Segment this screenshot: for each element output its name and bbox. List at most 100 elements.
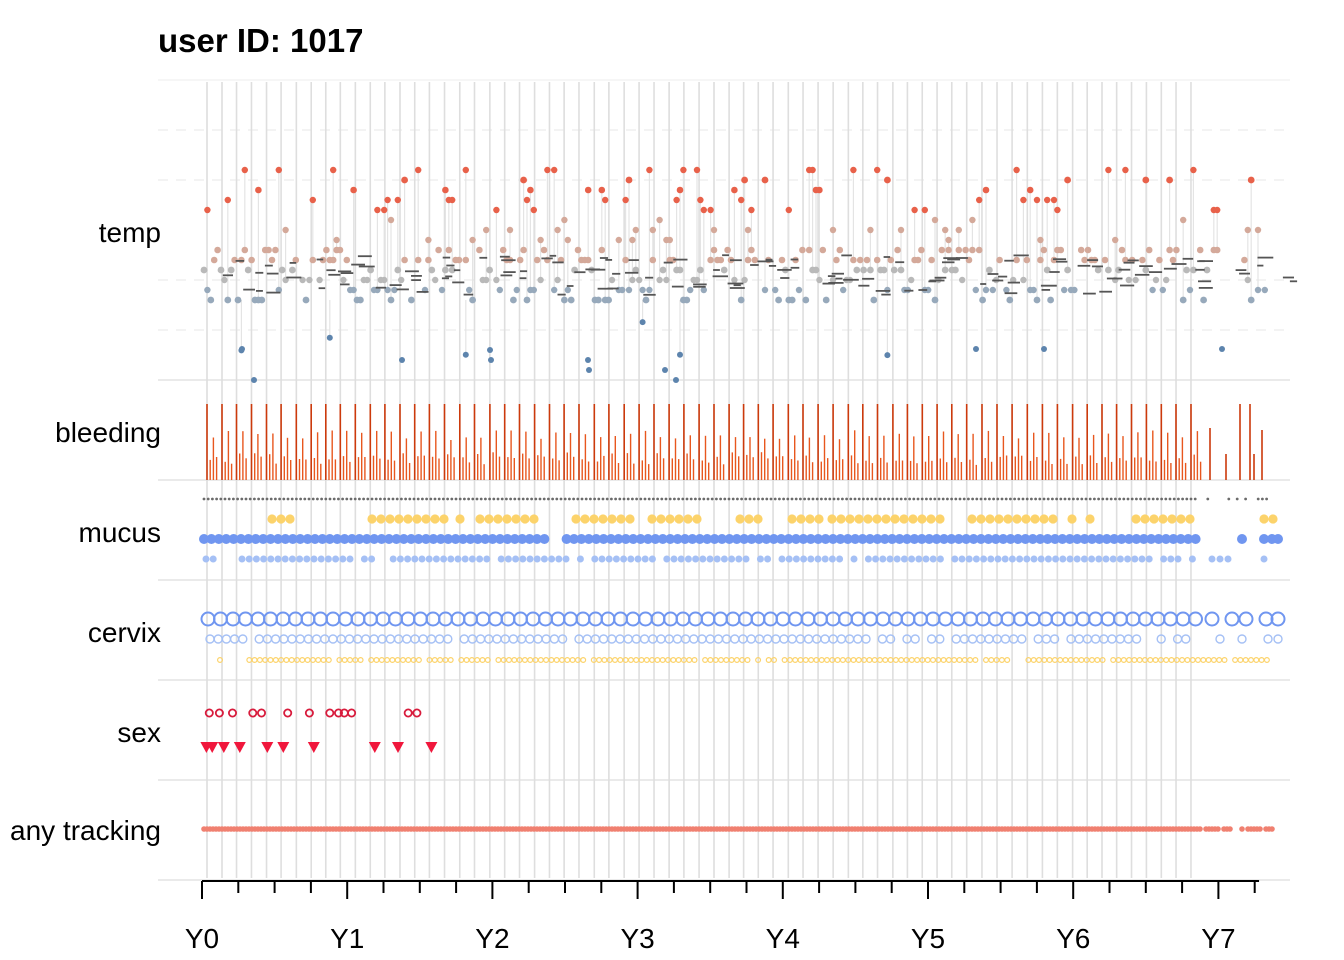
temp-point [778, 256, 786, 264]
temp-point [646, 166, 653, 174]
cervix-closed-point [1035, 656, 1042, 663]
mucus-dry-point [702, 497, 706, 501]
cervix-closed-point [299, 656, 306, 663]
temp-point [1020, 196, 1027, 204]
mucus-sticky-point [605, 555, 613, 563]
mucus-dry-point [601, 497, 605, 501]
row-label: any tracking [10, 815, 161, 846]
mucus-dry-point [622, 497, 626, 501]
mucus-creamy-point [946, 534, 957, 544]
mucus-egg-white-point [511, 514, 521, 524]
temp-point [244, 266, 252, 274]
mucus-dry-point [261, 497, 265, 501]
temp-point [523, 296, 531, 304]
mucus-dry-point [988, 497, 991, 501]
temp-point [1047, 296, 1054, 304]
temp-point [595, 296, 602, 304]
cervix-closed-point [802, 656, 809, 663]
mucus-dry-point [656, 497, 659, 501]
mucus-dry-point [912, 497, 916, 501]
temp-point [720, 266, 728, 274]
cervix-open-point [250, 611, 266, 627]
mucus-dry-point [206, 497, 210, 501]
mucus-dry-point [408, 497, 412, 501]
cervix-closed-point [945, 656, 952, 663]
cervix-mid-point [1041, 634, 1052, 644]
temp-point [516, 256, 524, 264]
mucus-egg-white-point [926, 514, 936, 524]
cervix-mid-point [1033, 634, 1043, 644]
mucus-creamy-point [1005, 534, 1016, 544]
mucus-dry-point [950, 497, 953, 501]
mucus-creamy-point [620, 534, 631, 544]
mucus-dry-point [232, 497, 235, 501]
sex-unprotected-point [261, 742, 274, 753]
x-tick-label: Y6 [1056, 923, 1090, 954]
temp-point [1081, 256, 1088, 264]
temp-point [455, 256, 463, 264]
mucus-creamy-point [1101, 534, 1112, 544]
cervix-closed-point [315, 656, 322, 663]
temp-point [942, 226, 949, 234]
temp-point [700, 286, 707, 294]
cervix-open-point [763, 611, 778, 627]
temp-point [941, 266, 949, 274]
temp-point [761, 176, 769, 184]
mucus-egg-white-point [267, 514, 277, 524]
cervix-mid-point [967, 634, 978, 644]
mucus-sticky-point [519, 555, 527, 563]
mucus-egg-white-point [854, 514, 864, 524]
temp-point [639, 286, 646, 294]
temp-outlier-point [673, 377, 679, 383]
x-axis: Y0 Y1 Y2 Y3 Y4 Y5 Y6 Y7 [185, 880, 1260, 954]
cervix-mid-point [270, 634, 281, 644]
temp-point [785, 206, 792, 214]
cervix-mid-point [213, 634, 223, 644]
mucus-dry-point [454, 497, 458, 501]
temp-point [799, 246, 806, 254]
mucus-creamy-point [302, 534, 313, 544]
sex-protected-point [256, 708, 266, 718]
mucus-creamy-point [857, 534, 868, 544]
temp-point [1118, 246, 1126, 254]
mucus-creamy-point [1057, 534, 1068, 544]
mucus-dry-point [563, 497, 567, 501]
x-tick-label: Y0 [185, 923, 219, 954]
cervix-closed-point [267, 656, 274, 663]
mucus-dry-point [694, 497, 697, 501]
cervix-open-point [375, 611, 391, 627]
temp-point [384, 196, 391, 204]
cervix-closed-point [1078, 656, 1085, 663]
cervix-closed-point [564, 656, 571, 663]
mucus-egg-white-point [787, 514, 797, 524]
cervix-open-point [1100, 611, 1116, 627]
cervix-closed-point [972, 656, 979, 663]
cervix-closed-point [1004, 656, 1011, 663]
mucus-egg-white-point [890, 514, 900, 524]
mucus-creamy-point [332, 534, 343, 544]
mucus-dry-point [664, 497, 668, 501]
mucus-sticky-point [1008, 555, 1016, 563]
temp-point [1057, 246, 1065, 254]
mucus-creamy-point [443, 534, 454, 544]
mucus-creamy-point [384, 534, 394, 544]
cervix-closed-point [855, 656, 862, 663]
mucus-dry-point [685, 497, 689, 501]
mucus-dry-point [1042, 497, 1046, 501]
temp-point [227, 266, 235, 274]
temp-point [700, 206, 707, 214]
mucus-dry-point [1164, 497, 1168, 501]
cervix-closed-point [924, 656, 931, 663]
cervix-mid-point [320, 634, 330, 644]
mucus-sticky-point [432, 555, 440, 563]
mucus-creamy-point [1124, 534, 1134, 544]
mucus-dry-point [387, 497, 391, 501]
mucus-sticky-point [396, 555, 404, 563]
temp-point [275, 166, 282, 174]
mucus-sticky-point [1001, 555, 1009, 563]
mucus-creamy-point [1138, 534, 1149, 544]
mucus-dry-point [1000, 497, 1004, 501]
temp-point [544, 166, 551, 174]
cervix-mid-point [492, 634, 502, 644]
mucus-sticky-point [267, 555, 275, 563]
